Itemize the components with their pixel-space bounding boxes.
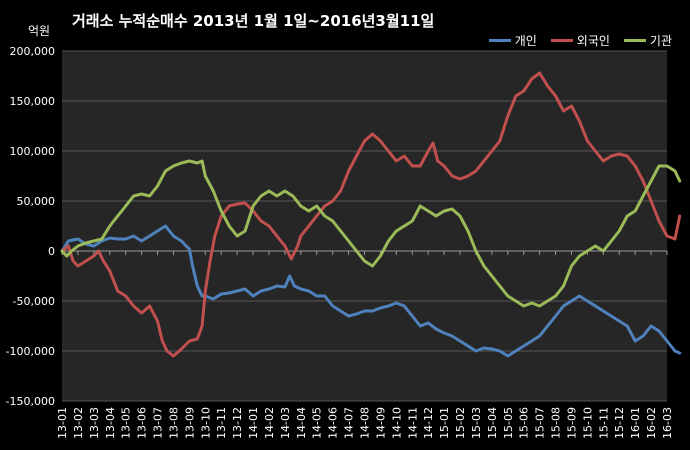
x-tick-label: 15-09	[565, 407, 578, 439]
plot-area	[62, 51, 667, 401]
x-tick-label: 14-05	[311, 407, 324, 439]
x-tick-label: 16-01	[629, 407, 642, 439]
x-tick-label: 13-09	[183, 407, 196, 439]
x-tick-label: 14-11	[406, 407, 419, 439]
x-tick-label: 15-12	[613, 407, 626, 439]
y-tick-label: 100,000	[10, 145, 56, 158]
x-tick-label: 15-11	[597, 407, 610, 439]
series-lines	[60, 71, 682, 358]
y-axis-ticks: -150,000 -100,000 -50,000 0 50,000 100,000 150…	[6, 45, 55, 408]
y-tick-label: -50,000	[13, 295, 55, 308]
x-tick-label: 13-02	[72, 407, 85, 439]
x-tick-label: 15-05	[502, 407, 515, 439]
x-tick-label: 14-04	[295, 407, 308, 439]
legend: 개인 외국인 기관	[488, 32, 672, 49]
x-tick-label: 14-12	[422, 407, 435, 439]
series-line-individual	[60, 224, 682, 358]
series-line-institution	[60, 159, 682, 308]
x-tick-label: 14-07	[343, 407, 356, 439]
x-tick-label: 14-03	[279, 407, 292, 439]
series-line-foreign	[60, 71, 682, 358]
legend-label-individual: 개인	[514, 34, 537, 48]
x-tick-label: 13-08	[167, 407, 180, 439]
x-tick-label: 13-03	[88, 407, 101, 439]
x-tick-label: 15-04	[486, 407, 499, 439]
x-tick-label: 14-08	[359, 407, 372, 439]
x-tick-label: 14-06	[327, 407, 340, 439]
y-tick-label: 150,000	[10, 95, 56, 108]
y-tick-label: -150,000	[6, 395, 55, 408]
x-tick-label: 15-01	[438, 407, 451, 439]
y-tick-label: -100,000	[6, 345, 55, 358]
x-tick-label: 13-04	[104, 407, 117, 439]
legend-swatch-foreign	[550, 39, 573, 42]
legend-item-individual: 개인	[488, 32, 537, 49]
legend-swatch-institution	[623, 39, 646, 42]
x-tick-label: 13-11	[215, 407, 228, 439]
legend-item-foreign: 외국인	[550, 32, 610, 49]
chart-title: 거래소 누적순매수 2013년 1월 1일~2016년3월11일	[72, 12, 435, 30]
x-tick-label: 13-01	[56, 407, 69, 439]
x-tick-label: 14-09	[374, 407, 387, 439]
x-tick-label: 14-01	[247, 407, 260, 439]
y-tick-label: 0	[48, 245, 55, 258]
x-tick-label: 15-06	[518, 407, 531, 439]
x-tick-label: 15-03	[470, 407, 483, 439]
x-tick-label: 16-02	[645, 407, 658, 439]
x-tick-label: 13-10	[199, 407, 212, 439]
x-tick-label: 13-12	[231, 407, 244, 439]
y-axis-unit-label: 억원	[28, 24, 51, 38]
y-tick-label: 200,000	[10, 45, 56, 58]
x-tick-label: 15-08	[550, 407, 563, 439]
x-tick-label: 14-02	[263, 407, 276, 439]
x-tick-label: 13-06	[136, 407, 149, 439]
x-tick-label: 15-07	[534, 407, 547, 439]
x-tick-label: 15-10	[581, 407, 594, 439]
x-tick-label: 13-07	[152, 407, 165, 439]
x-tick-label: 16-03	[661, 407, 674, 439]
x-tick-label: 14-10	[390, 407, 403, 439]
x-tick-label: 15-02	[454, 407, 467, 439]
y-tick-label: 50,000	[17, 195, 56, 208]
legend-label-institution: 기관	[649, 34, 672, 48]
legend-item-institution: 기관	[623, 32, 672, 49]
legend-swatch-individual	[488, 39, 511, 42]
legend-label-foreign: 외국인	[576, 34, 610, 48]
x-axis-ticks: 13-01 13-02 13-03 13-04 13-05 13-06 13-07 13-08…	[56, 251, 674, 439]
x-tick-label: 13-05	[120, 407, 133, 439]
